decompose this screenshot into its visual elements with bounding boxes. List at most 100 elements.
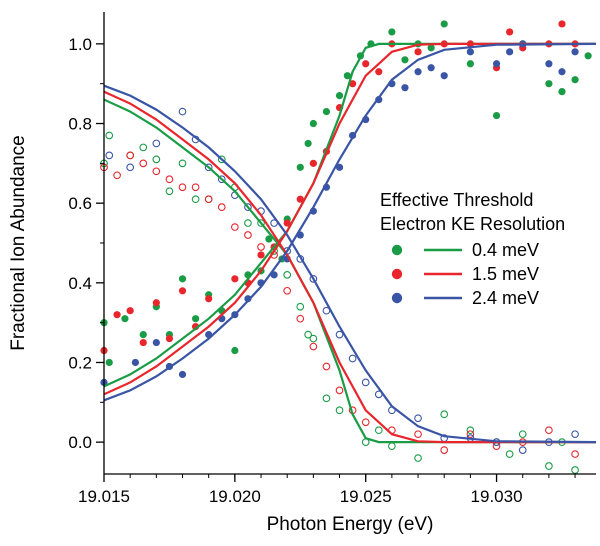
filled-point: [506, 48, 514, 56]
open-point: [105, 131, 114, 140]
x-axis-title: Photon Energy (eV): [267, 514, 434, 535]
open-point: [217, 155, 226, 164]
open-point: [309, 274, 318, 283]
open-point: [545, 462, 553, 470]
filled-point: [139, 338, 147, 347]
legend-marker: [391, 292, 403, 304]
open-point: [414, 414, 422, 423]
filled-point: [309, 119, 317, 128]
filled-point: [427, 44, 435, 52]
open-point: [257, 243, 265, 251]
open-point: [139, 143, 148, 152]
filled-point: [113, 311, 121, 319]
data-layer: [100, 20, 596, 474]
y-tick-label: 0.6: [68, 194, 92, 213]
open-point: [217, 203, 226, 212]
open-point: [348, 354, 357, 363]
open-point: [126, 163, 135, 172]
open-point: [257, 219, 265, 227]
filled-point: [304, 139, 312, 148]
open-point: [309, 342, 318, 351]
open-point: [178, 183, 187, 192]
open-point: [204, 195, 213, 204]
fit-curve-falling: [104, 90, 596, 444]
filled-point: [283, 219, 291, 227]
open-point: [178, 107, 187, 116]
open-point: [113, 171, 121, 180]
filled-point: [401, 84, 409, 92]
legend-marker: [391, 244, 403, 256]
open-point: [296, 314, 305, 323]
x-tick-label: 19.020: [209, 487, 261, 506]
x-tick-label: 19.030: [471, 487, 523, 506]
filled-point: [178, 287, 187, 295]
filled-point: [375, 68, 383, 76]
open-point: [217, 175, 226, 184]
filled-point: [506, 28, 514, 36]
filled-point: [165, 334, 174, 343]
filled-point: [466, 48, 474, 56]
open-point: [165, 175, 174, 184]
filled-point: [440, 72, 448, 80]
open-point: [466, 430, 475, 439]
legend-entries: 0.4 meV 1.5 meV 2.4 meV: [391, 240, 539, 308]
open-point: [231, 223, 239, 231]
filled-point: [335, 163, 344, 171]
open-point: [440, 446, 449, 454]
open-point: [244, 203, 252, 212]
open-point: [296, 302, 305, 311]
filled-point: [265, 235, 273, 243]
filled-point: [178, 275, 187, 283]
open-point: [165, 187, 174, 196]
filled-point: [362, 60, 370, 68]
filled-point: [152, 299, 160, 307]
legend: Effective Threshold Electron KE Resoluti…: [380, 190, 565, 308]
open-point: [191, 183, 200, 192]
filled-point: [492, 60, 501, 68]
y-tick-label: 0.8: [68, 115, 92, 134]
filled-point: [126, 307, 134, 315]
open-point: [545, 426, 553, 435]
filled-point: [440, 20, 448, 28]
y-tick-label: 0.4: [68, 274, 92, 293]
open-point: [152, 167, 161, 176]
open-point: [244, 219, 252, 227]
open-point: [283, 271, 292, 279]
open-point: [309, 334, 318, 343]
open-point: [414, 454, 422, 462]
y-axis-title: Fractional Ion Abundance: [8, 135, 29, 351]
open-point: [361, 418, 370, 427]
filled-point: [139, 331, 147, 339]
open-point: [105, 151, 114, 160]
filled-point: [231, 346, 239, 355]
filled-point: [244, 295, 252, 303]
open-point: [505, 450, 514, 458]
open-point: [283, 286, 292, 295]
filled-point: [414, 48, 422, 56]
legend-label: 1.5 meV: [472, 264, 539, 284]
filled-point: [414, 68, 422, 76]
legend-title-line1: Effective Threshold: [380, 190, 533, 210]
open-point: [361, 378, 370, 387]
filled-point: [152, 338, 160, 347]
legend-label: 0.4 meV: [472, 240, 539, 260]
filled-point: [571, 48, 579, 56]
y-tick-label: 0.0: [68, 433, 92, 452]
filled-point: [584, 52, 592, 60]
filled-point: [388, 28, 396, 36]
open-point: [571, 450, 579, 458]
filled-point: [558, 88, 566, 96]
filled-point: [401, 56, 409, 64]
fit-curve-rising: [104, 42, 596, 402]
y-ticks: 0.0 0.2 0.4 0.6 0.8 1.0: [68, 35, 104, 452]
open-point: [139, 159, 148, 168]
open-point: [244, 231, 252, 239]
open-point: [152, 139, 161, 148]
filled-point: [335, 92, 344, 100]
open-point: [374, 426, 383, 435]
x-ticks: 19.015 19.020 19.025 19.030: [78, 474, 576, 506]
filled-point: [322, 107, 331, 116]
open-point: [518, 446, 527, 454]
filled-point: [105, 358, 113, 367]
filled-point: [343, 72, 351, 80]
